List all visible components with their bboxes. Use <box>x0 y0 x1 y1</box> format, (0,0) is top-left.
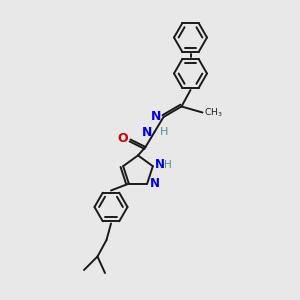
Text: N: N <box>142 125 152 139</box>
Text: O: O <box>118 132 128 146</box>
Text: CH$_3$: CH$_3$ <box>204 107 223 119</box>
Text: N: N <box>150 177 160 190</box>
Text: N: N <box>155 158 165 171</box>
Text: H: H <box>160 127 168 137</box>
Text: H: H <box>164 160 172 170</box>
Text: N: N <box>151 110 161 123</box>
